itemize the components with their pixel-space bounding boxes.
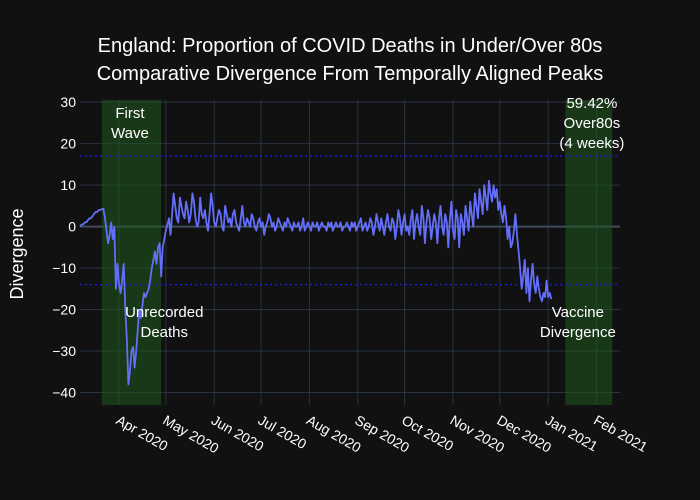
- annotation-text: Deaths: [141, 324, 189, 341]
- annotation-text: Divergence: [540, 324, 616, 341]
- annotation-text: Vaccine: [552, 304, 604, 321]
- y-tick-label: 0: [68, 219, 76, 235]
- annotation-text: First: [115, 105, 145, 122]
- y-tick-label: −30: [52, 343, 76, 359]
- y-tick-label: 20: [60, 136, 76, 152]
- annotation-text: Wave: [111, 125, 149, 142]
- y-tick-label: −10: [52, 260, 76, 276]
- y-tick-label: −20: [52, 302, 76, 318]
- series-line: [79, 179, 553, 386]
- y-tick-label: −40: [52, 385, 76, 401]
- y-tick-label: 30: [60, 94, 76, 110]
- chart-title: England: Proportion of COVID Deaths in U…: [98, 35, 603, 57]
- y-axis-label: Divergence: [7, 208, 27, 299]
- shaded-band: [565, 100, 613, 405]
- annotation-text: (4 weeks): [559, 135, 624, 152]
- chart-subtitle: Comparative Divergence From Temporally A…: [97, 63, 604, 85]
- y-tick-label: 10: [60, 177, 76, 193]
- annotation-text: Unrecorded: [125, 304, 203, 321]
- annotation-text: Over80s: [564, 115, 621, 132]
- annotation-text: 59.42%: [566, 95, 617, 112]
